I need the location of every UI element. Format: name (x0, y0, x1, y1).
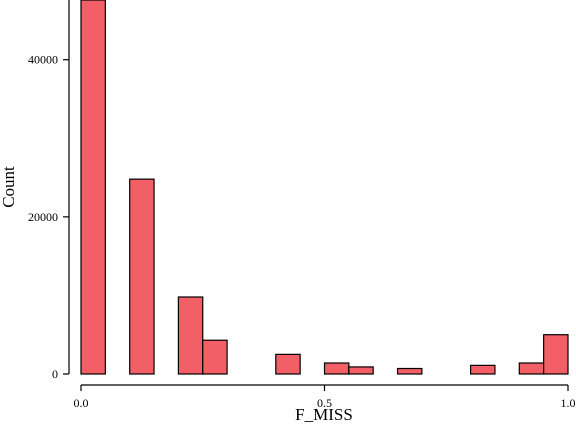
bar (543, 334, 569, 375)
bar (177, 296, 204, 375)
bar (348, 366, 374, 375)
y-tick-label: 0 (52, 367, 58, 381)
bar (396, 367, 423, 375)
bar (202, 339, 228, 375)
bar (323, 362, 350, 375)
bar (518, 362, 545, 375)
bar (80, 0, 106, 375)
x-tick-label: 0.0 (74, 396, 89, 410)
x-axis-title: F_MISS (295, 405, 353, 424)
y-axis-title: Count (0, 166, 18, 208)
y-tick-label: 20000 (28, 210, 58, 224)
x-tick-label: 1.0 (561, 396, 576, 410)
bar (275, 353, 301, 375)
bar (470, 364, 496, 375)
y-tick-label: 40000 (28, 53, 58, 67)
bar (129, 178, 155, 375)
x-tick-label: 0.5 (317, 396, 332, 410)
